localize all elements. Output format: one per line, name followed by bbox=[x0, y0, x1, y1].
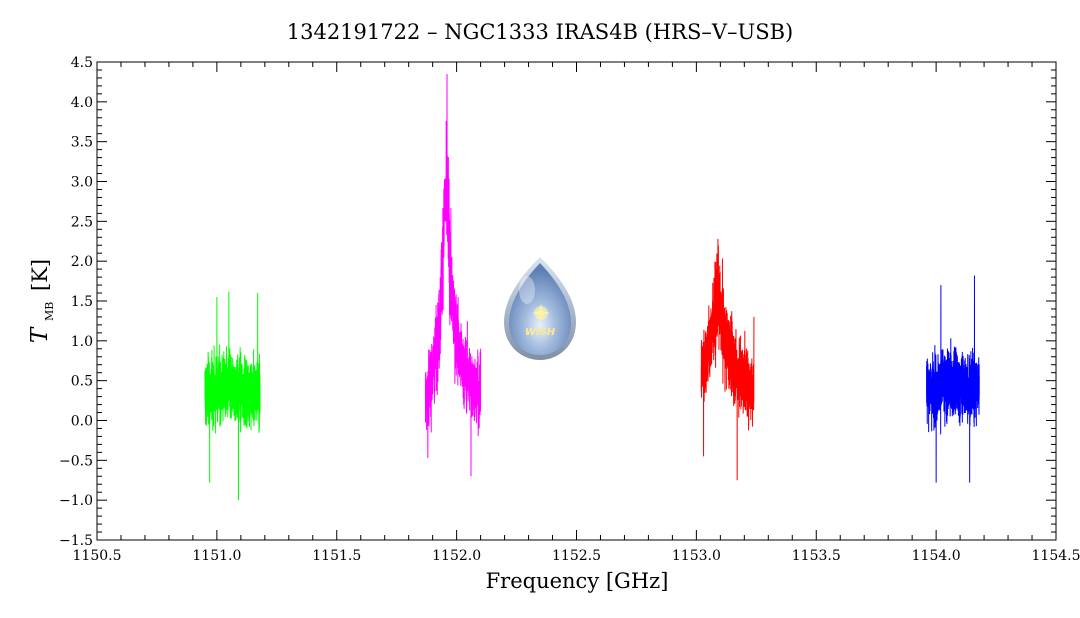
chart-title: 1342191722 – NGC1333 IRAS4B (HRS–V–USB) bbox=[287, 20, 794, 44]
y-tick-label: 1.0 bbox=[71, 334, 93, 350]
logo-text: WISH bbox=[525, 327, 556, 338]
y-tick-label: 4.5 bbox=[71, 55, 93, 71]
y-tick-label: 4.0 bbox=[71, 95, 93, 111]
y-tick-label: −0.5 bbox=[59, 453, 93, 469]
x-tick-label: 1154.5 bbox=[1032, 548, 1080, 564]
spectrum-series-3 bbox=[700, 238, 755, 481]
y-axis-symbol: T bbox=[27, 326, 53, 343]
y-tick-label: −1.5 bbox=[59, 533, 93, 549]
x-tick-label: 1154.0 bbox=[912, 548, 961, 564]
y-tick-label: 2.0 bbox=[71, 254, 93, 270]
x-tick-label: 1150.5 bbox=[73, 548, 122, 564]
x-tick-label: 1151.0 bbox=[192, 548, 241, 564]
y-tick-label: 3.0 bbox=[71, 175, 93, 191]
x-tick-label: 1153.5 bbox=[792, 548, 841, 564]
spectrum-series-1 bbox=[204, 291, 261, 501]
y-axis-unit: [K] bbox=[28, 259, 52, 291]
y-tick-label: 0.0 bbox=[71, 414, 93, 430]
x-tick-label: 1151.5 bbox=[312, 548, 361, 564]
wish-logo: WISH bbox=[504, 257, 576, 360]
x-tick-label: 1152.0 bbox=[432, 548, 481, 564]
star-icon bbox=[532, 304, 550, 322]
y-axis-subscript: MB bbox=[43, 302, 56, 321]
svg-text:T MB [K]: T MB [K] bbox=[27, 259, 58, 343]
y-tick-label: −1.0 bbox=[59, 493, 93, 509]
y-tick-label: 2.5 bbox=[71, 214, 93, 230]
spectrum-series-2 bbox=[424, 73, 482, 477]
x-axis-label: Frequency [GHz] bbox=[486, 569, 669, 593]
y-axis-label: T MB [K] bbox=[27, 259, 58, 343]
y-tick-label: 0.5 bbox=[71, 374, 93, 390]
x-tick-label: 1153.0 bbox=[672, 548, 721, 564]
plot-frame bbox=[96, 61, 1057, 541]
y-tick-label: 1.5 bbox=[71, 294, 93, 310]
y-tick-label: 3.5 bbox=[71, 135, 93, 151]
axis-layer: 1150.5 1151.0 1151.5 1152.0 1152.5 1153.0 1153… bbox=[59, 55, 1080, 564]
series-layer bbox=[204, 73, 980, 501]
x-tick-label: 1152.5 bbox=[552, 548, 601, 564]
spectrum-series-4 bbox=[926, 275, 980, 483]
